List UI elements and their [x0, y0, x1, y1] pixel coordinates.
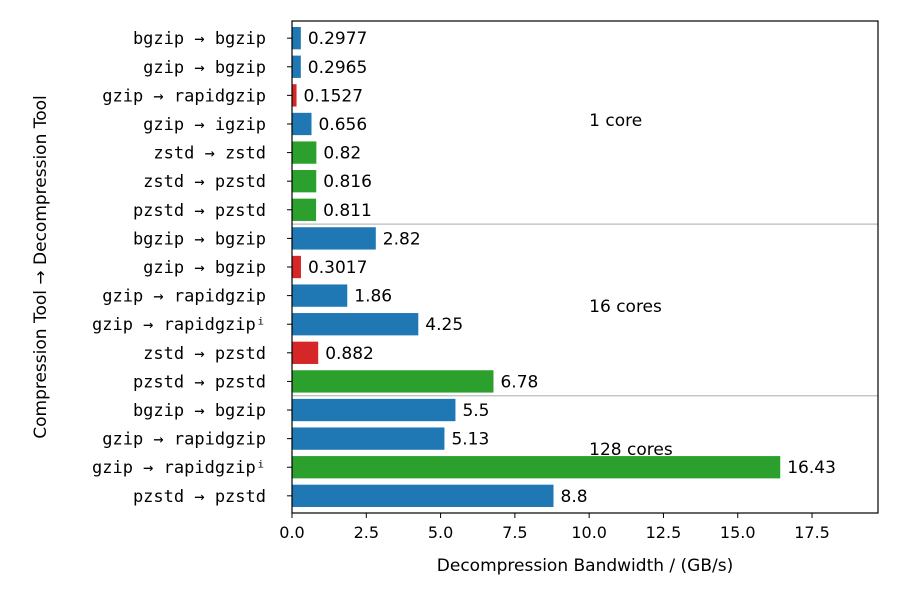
bar-15 [292, 456, 781, 479]
bar-5 [292, 170, 317, 193]
value-label-16: 8.8 [561, 487, 588, 507]
y-tick-label-6: pzstd → pzstd [133, 201, 266, 221]
value-label-4: 0.82 [323, 144, 361, 164]
x-axis-ticks: 0.0 2.5 5.0 7.5 10.0 12.5 15.0 17.5 [279, 513, 830, 542]
bar-12 [292, 370, 494, 393]
x-tick-label-3: 7.5 [502, 523, 527, 542]
value-label-2: 0.1527 [304, 86, 363, 106]
x-tick-label-1: 2.5 [354, 523, 379, 542]
group-label-1: 16 cores [589, 297, 662, 317]
value-label-5: 0.816 [323, 172, 372, 192]
y-tick-label-3: gzip → igzip [143, 115, 266, 135]
bars [292, 27, 781, 507]
value-label-11: 0.882 [325, 344, 374, 364]
plot-frame [291, 20, 879, 514]
y-tick-label-8: gzip → bgzip [143, 258, 266, 278]
group-label-0: 1 core [589, 111, 642, 131]
y-tick-label-1: gzip → bgzip [143, 58, 266, 78]
bar-13 [292, 398, 456, 422]
y-tick-label-9: gzip → rapidgzip [102, 287, 266, 307]
bar-16 [292, 484, 554, 507]
y-tick-label-11: zstd → pzstd [143, 344, 266, 364]
value-label-10: 4.25 [425, 315, 463, 335]
x-axis-label: Decompression Bandwidth / (GB/s) [437, 556, 733, 576]
group-labels: 1 core 16 cores 128 cores [589, 111, 673, 460]
x-tick-label-2: 5.0 [428, 523, 453, 542]
y-tick-label-12: pzstd → pzstd [133, 372, 266, 392]
value-label-0: 0.2977 [308, 29, 367, 49]
bar-4 [292, 141, 317, 164]
bar-11 [292, 341, 319, 364]
y-tick-label-5: zstd → pzstd [143, 172, 266, 192]
bar-1 [292, 55, 301, 78]
y-axis-ticks: bgzip → bgzip gzip → bgzip gzip → rapidgzi… [92, 29, 292, 507]
x-tick-label-4: 10.0 [571, 523, 607, 542]
y-axis-label: Compression Tool → Decompression Tool [31, 95, 51, 439]
value-label-6: 0.811 [323, 201, 372, 221]
value-label-7: 2.82 [383, 229, 421, 249]
bar-8 [292, 255, 301, 279]
bar-14 [292, 427, 445, 450]
y-tick-label-0: bgzip → bgzip [133, 29, 266, 49]
x-tick-label-5: 12.5 [646, 523, 682, 542]
value-label-9: 1.86 [354, 287, 392, 307]
y-tick-label-14: gzip → rapidgzip [102, 430, 266, 450]
bar-2 [292, 84, 297, 107]
y-tick-label-10: gzip → rapidgzipⁱ [92, 315, 266, 335]
bar-9 [292, 284, 348, 307]
bar-6 [292, 198, 317, 221]
x-tick-label-0: 0.0 [279, 523, 304, 542]
y-tick-label-15: gzip → rapidgzipⁱ [92, 458, 266, 478]
bar-10 [292, 313, 419, 336]
bar-0 [292, 27, 301, 50]
y-tick-label-13: bgzip → bgzip [133, 401, 266, 421]
y-tick-label-2: gzip → rapidgzip [102, 86, 266, 106]
value-label-8: 0.3017 [308, 258, 367, 278]
value-label-1: 0.2965 [308, 58, 367, 78]
value-label-14: 5.13 [451, 430, 489, 450]
y-tick-label-7: bgzip → bgzip [133, 229, 266, 249]
x-tick-label-7: 17.5 [794, 523, 830, 542]
bar-7 [292, 227, 376, 250]
bar-3 [292, 112, 312, 136]
y-tick-label-16: pzstd → pzstd [133, 487, 266, 507]
value-label-13: 5.5 [462, 401, 489, 421]
value-label-15: 16.43 [787, 458, 836, 478]
value-label-12: 6.78 [500, 372, 538, 392]
value-label-3: 0.656 [318, 115, 367, 135]
y-tick-label-4: zstd → zstd [153, 144, 266, 164]
x-tick-label-6: 15.0 [720, 523, 756, 542]
group-label-2: 128 cores [589, 440, 673, 460]
group-separators [292, 223, 878, 397]
value-labels: 0.2977 0.2965 0.1527 0.656 0.82 0.816 0.811 2.8… [304, 29, 836, 507]
